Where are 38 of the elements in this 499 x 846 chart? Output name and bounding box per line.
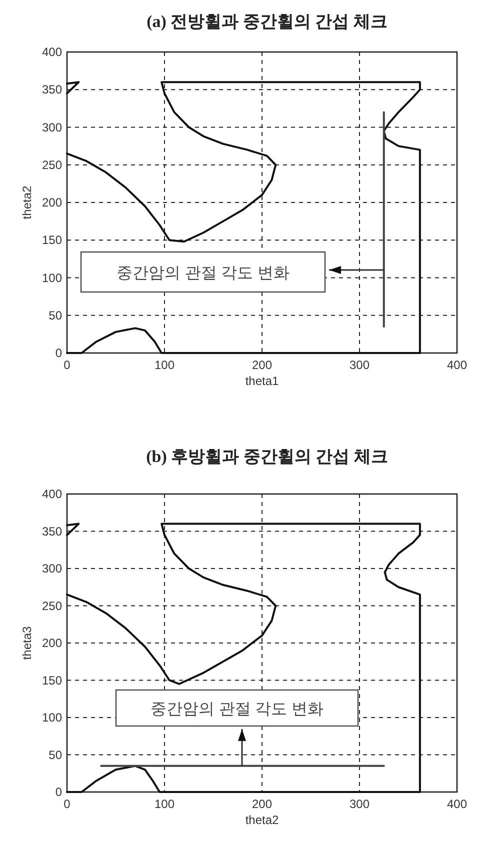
- y-tick-label: 100: [42, 270, 62, 285]
- y-tick-label: 350: [42, 524, 62, 538]
- y-tick-label: 150: [42, 673, 62, 688]
- x-tick-label: 0: [64, 797, 71, 811]
- y-tick-label: 50: [48, 748, 62, 762]
- y-tick-label: 250: [42, 158, 62, 172]
- y-axis-title: theta2: [20, 186, 34, 220]
- x-axis-title: theta1: [245, 374, 279, 388]
- x-tick-label: 200: [252, 358, 272, 372]
- chart-title: (a) 전방휠과 중간휠의 간섭 체크: [146, 12, 388, 31]
- x-tick-label: 100: [154, 358, 175, 372]
- x-axis-title: theta2: [245, 813, 279, 827]
- y-tick-label: 0: [55, 346, 62, 360]
- x-tick-label: 400: [446, 797, 468, 811]
- x-tick-label: 200: [252, 797, 272, 811]
- y-tick-label: 50: [48, 308, 62, 322]
- line-series: [66, 522, 421, 793]
- x-tick-label: 100: [154, 797, 175, 811]
- y-tick-label: 200: [42, 196, 62, 210]
- y-tick-label: 350: [42, 82, 62, 97]
- line-series: [66, 81, 421, 354]
- x-tick-label: 300: [349, 797, 370, 811]
- y-tick-label: 200: [42, 636, 62, 650]
- x-tick-label: 0: [64, 358, 71, 372]
- y-tick-label: 100: [42, 710, 62, 724]
- y-tick-label: 150: [42, 233, 62, 248]
- x-tick-label: 300: [349, 358, 370, 372]
- y-tick-label: 250: [42, 598, 62, 613]
- chart-title: (b) 후방휠과 중간휠의 간섭 체크: [146, 447, 388, 466]
- annotation: 중간암의 관절 각도 변화: [116, 265, 290, 282]
- x-tick-label: 400: [446, 358, 468, 372]
- y-tick-label: 400: [42, 487, 62, 501]
- annotation: 중간암의 관절 각도 변화: [150, 701, 324, 718]
- y-tick-label: 0: [55, 785, 62, 799]
- y-tick-label: 300: [42, 120, 62, 134]
- y-axis-title: theta3: [20, 626, 34, 660]
- y-tick-label: 400: [42, 45, 62, 59]
- y-tick-label: 300: [42, 562, 62, 576]
